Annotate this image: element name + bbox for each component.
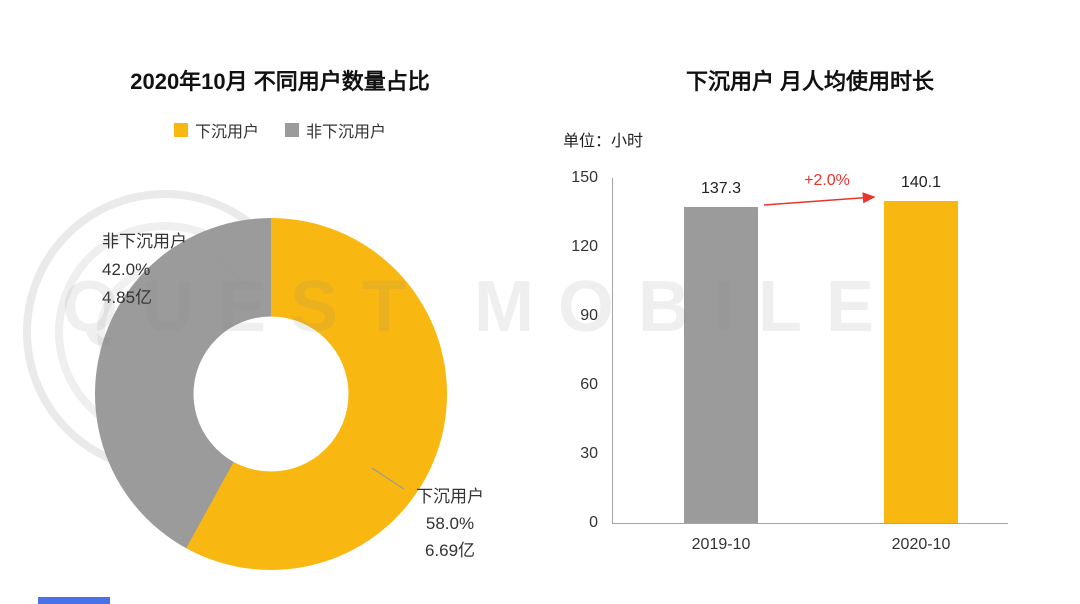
x-axis-category-label: 2020-10 — [891, 536, 951, 553]
y-axis-tick-label: 120 — [571, 238, 598, 255]
donut-chart — [95, 218, 447, 570]
legend-swatch — [285, 123, 299, 137]
bar-value-label: 137.3 — [700, 180, 742, 198]
legend-item: 下沉用户 — [173, 118, 259, 142]
x-axis-line — [612, 523, 1008, 524]
callout-count: 4.85亿 — [102, 288, 153, 307]
legend-swatch — [173, 123, 188, 137]
donut-chart-title: 2020年10月 不同用户数量占比 — [130, 69, 430, 94]
y-axis-tick-label: 60 — [580, 376, 598, 393]
bar — [684, 207, 758, 523]
callout-non-sinking-users: 非下沉用户 42.0% 4.85亿 — [102, 228, 187, 312]
callout-sinking-users: 下沉用户 58.0% 6.69亿 — [398, 483, 502, 564]
legend-label: 非下沉用户 — [306, 124, 387, 141]
bottom-blue-strip — [38, 597, 110, 604]
unit-label: 单位：小时 — [563, 133, 644, 150]
y-axis-line — [612, 178, 613, 523]
callout-percent: 58.0% — [425, 514, 475, 533]
growth-arrow — [763, 192, 876, 206]
growth-annotation: +2.0% — [804, 172, 850, 189]
callout-count: 6.69亿 — [424, 541, 476, 560]
legend-item: 非下沉用户 — [285, 118, 386, 142]
bar — [884, 200, 958, 523]
legend-label: 下沉用户 — [194, 124, 259, 141]
y-axis-tick-label: 90 — [580, 307, 598, 324]
bar-value-label: 140.1 — [900, 173, 942, 191]
donut-hole — [193, 316, 349, 472]
y-axis-labels: 0 30 60 90 120 150 — [540, 0, 598, 604]
y-axis-tick-label: 150 — [571, 169, 598, 186]
y-axis-tick-label: 30 — [580, 445, 598, 462]
callout-label: 非下沉用户 — [102, 232, 187, 251]
legend: 下沉用户 非下沉用户 — [60, 118, 500, 142]
bar-chart-title: 下沉用户 月人均使用时长 — [685, 69, 935, 94]
callout-label: 下沉用户 — [416, 487, 484, 506]
y-axis-tick-label: 0 — [589, 514, 598, 531]
callout-percent: 42.0% — [102, 260, 151, 279]
x-axis-category-label: 2019-10 — [691, 536, 751, 553]
